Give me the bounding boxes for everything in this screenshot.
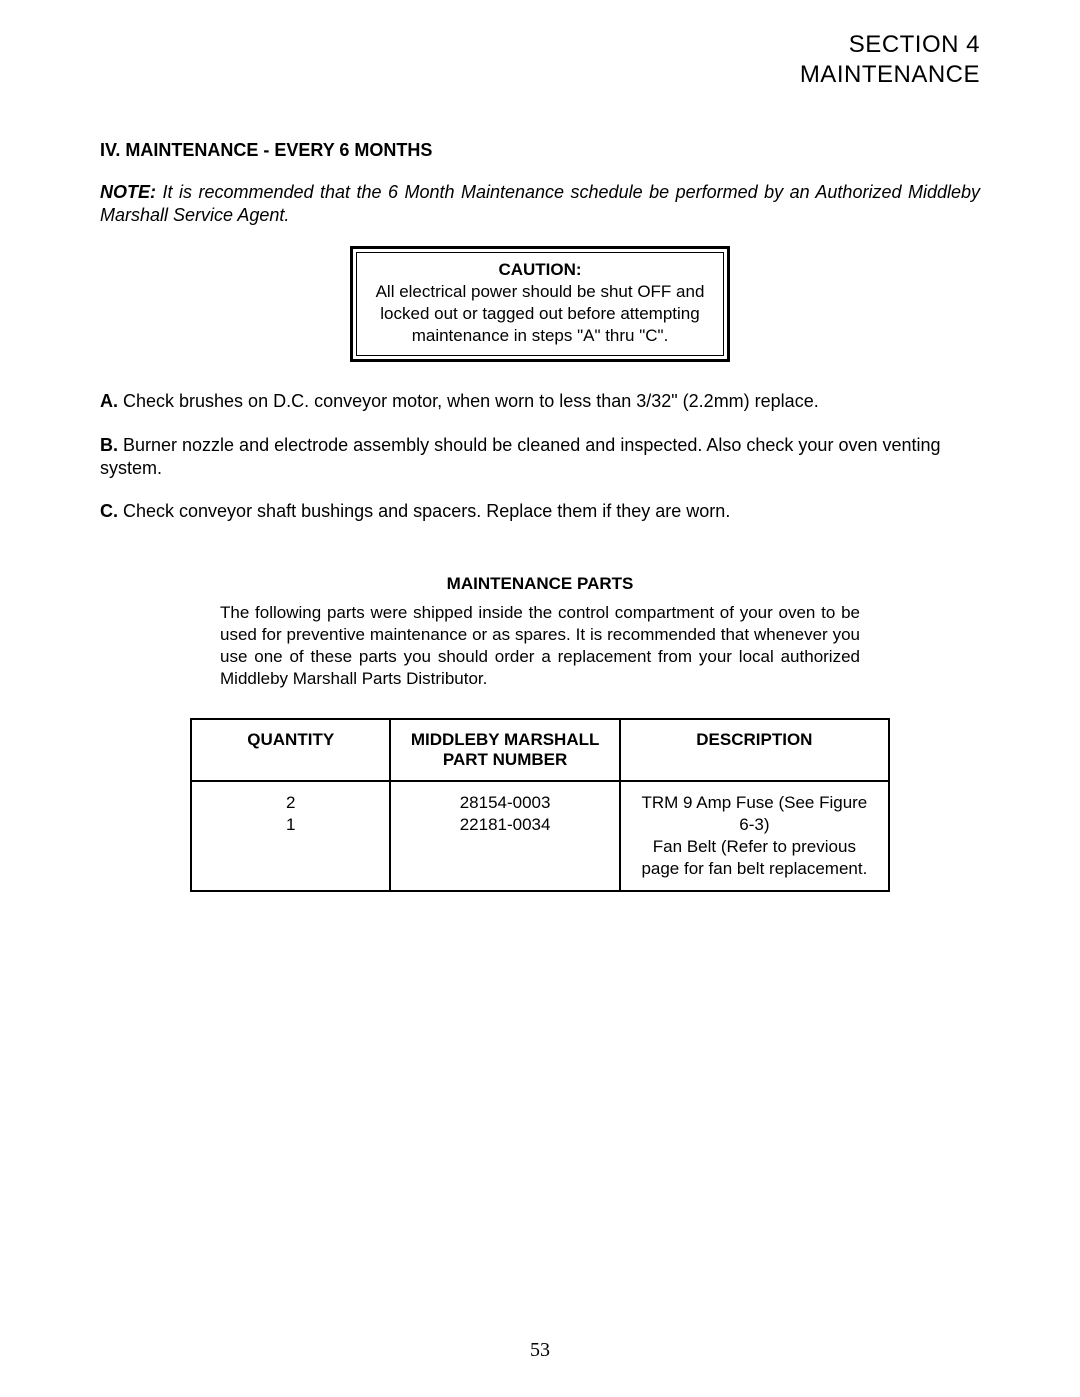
cell-part-number: 28154-000322181-0034	[390, 781, 619, 891]
caution-box-inner: CAUTION: All electrical power should be …	[356, 252, 724, 356]
table-row: 21 28154-000322181-0034 TRM 9 Amp Fuse (…	[191, 781, 889, 891]
parts-table: QUANTITY MIDDLEBY MARSHALL PART NUMBER D…	[190, 718, 890, 892]
note-paragraph: NOTE: It is recommended that the 6 Month…	[100, 181, 980, 228]
step-b-text: Burner nozzle and electrode assembly sho…	[100, 435, 941, 478]
step-c-text: Check conveyor shaft bushings and spacer…	[118, 501, 730, 521]
parts-heading: MAINTENANCE PARTS	[100, 574, 980, 594]
cell-description: TRM 9 Amp Fuse (See Figure 6-3)Fan Belt …	[620, 781, 889, 891]
header-section: SECTION 4	[100, 30, 980, 60]
caution-body: All electrical power should be shut OFF …	[376, 282, 705, 345]
caution-box: CAUTION: All electrical power should be …	[350, 246, 730, 362]
note-body: It is recommended that the 6 Month Maint…	[100, 182, 980, 225]
step-a-text: Check brushes on D.C. conveyor motor, wh…	[118, 391, 819, 411]
step-c: C. Check conveyor shaft bushings and spa…	[100, 500, 980, 523]
step-c-label: C.	[100, 501, 118, 521]
step-b: B. Burner nozzle and electrode assembly …	[100, 434, 980, 481]
col-part-number: MIDDLEBY MARSHALL PART NUMBER	[390, 719, 619, 781]
header-title: MAINTENANCE	[100, 60, 980, 90]
col-quantity: QUANTITY	[191, 719, 390, 781]
note-label: NOTE:	[100, 182, 156, 202]
section-heading: IV. MAINTENANCE - EVERY 6 MONTHS	[100, 140, 980, 161]
page-container: SECTION 4 MAINTENANCE IV. MAINTENANCE - …	[0, 0, 1080, 1397]
page-number: 53	[0, 1339, 1080, 1362]
step-a: A. Check brushes on D.C. conveyor motor,…	[100, 390, 980, 413]
page-header: SECTION 4 MAINTENANCE	[100, 30, 980, 90]
step-b-label: B.	[100, 435, 118, 455]
parts-table-header-row: QUANTITY MIDDLEBY MARSHALL PART NUMBER D…	[191, 719, 889, 781]
caution-title: CAUTION:	[367, 259, 713, 281]
step-a-label: A.	[100, 391, 118, 411]
col-description: DESCRIPTION	[620, 719, 889, 781]
cell-quantity: 21	[191, 781, 390, 891]
parts-intro: The following parts were shipped inside …	[220, 602, 860, 690]
